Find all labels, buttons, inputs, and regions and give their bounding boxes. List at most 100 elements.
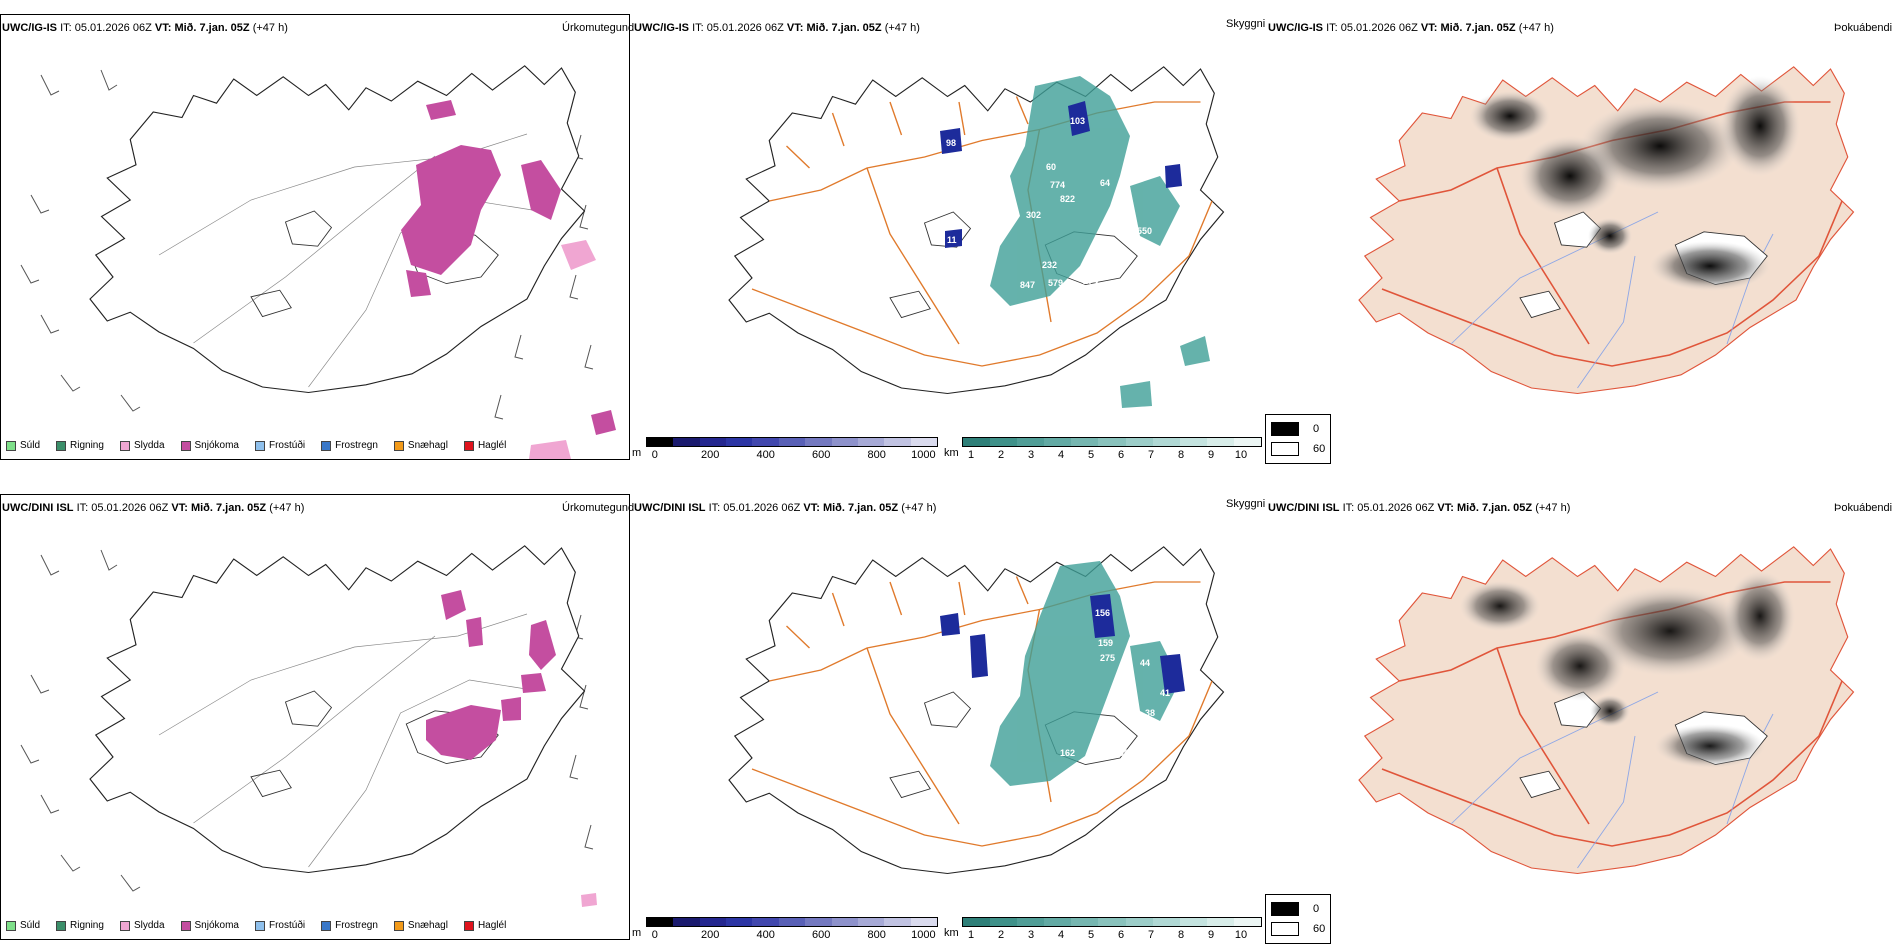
swatch <box>463 440 474 451</box>
colorbar-km: km 1 2 3 4 5 6 7 8 9 10 <box>944 917 1262 941</box>
it-value: 05.01.2026 06Z <box>706 22 784 34</box>
vis-value-label: 822 <box>1060 194 1075 204</box>
tick: 6 <box>1117 929 1125 941</box>
precip-legend: Súld Rigning Slydda Snjókoma Frostúði Fr… <box>6 440 516 451</box>
legend-label: Slydda <box>133 440 165 451</box>
swatch <box>393 440 404 451</box>
visibility-map: 98 11 103 154 60 774 822 302 64 550 232 … <box>640 36 1260 436</box>
colorbar-ticks: 1 2 3 4 5 6 7 8 9 10 <box>962 927 1262 941</box>
legend-label: Frostregn <box>335 920 378 931</box>
fog-legend-row: 0 <box>1271 899 1325 919</box>
legend-item: Snæhagl <box>393 920 448 931</box>
model-name: UWC/DINI ISL <box>634 502 706 514</box>
vis-value-label: 774 <box>1050 180 1065 190</box>
fog-legend-row: 60 <box>1271 919 1325 939</box>
row-dini-isl: UWC/DINI ISL IT: 05.01.2026 06Z VT: Mið.… <box>0 480 1900 950</box>
tick: 3 <box>1027 449 1035 461</box>
vt-value: Mið. 7.jan. 05Z <box>174 22 250 34</box>
it-value: 05.01.2026 06Z <box>1340 22 1418 34</box>
legend-label: Haglél <box>477 920 507 931</box>
tick: 2 <box>997 929 1005 941</box>
precip-map-svg <box>20 545 597 907</box>
lead-time: (+47 h) <box>1535 502 1571 514</box>
vis-value-label: 408 <box>1113 256 1128 266</box>
legend-item: Súld <box>6 920 40 931</box>
vis-value-label: 110 <box>945 713 960 723</box>
vis-value-label: 64 <box>1100 178 1110 188</box>
legend-item: Slydda <box>119 920 165 931</box>
it-label: IT: <box>708 502 721 514</box>
visibility-map: 110 156 159 275 32 162 390 384 44 41 38 … <box>640 516 1260 916</box>
swatch <box>393 920 404 931</box>
tick: 3 <box>1027 929 1035 941</box>
vt-value: Mið. 7.jan. 05Z <box>806 22 882 34</box>
vis-value-label: 159 <box>1098 638 1113 648</box>
legend-label: Frostúði <box>268 440 306 451</box>
colorbar-ticks: 1 2 3 4 5 6 7 8 9 10 <box>962 447 1262 461</box>
model-name: UWC/IG-IS <box>2 22 57 34</box>
model-name: UWC/DINI ISL <box>2 502 74 514</box>
visibility-values: 98 11 103 154 60 774 822 302 64 550 232 … <box>946 116 1181 302</box>
precip-panel-title: Úrkomutegund <box>562 502 635 514</box>
colorbar-meters: m 0 200 400 600 800 1000 <box>632 437 938 461</box>
colorbar-km-bar <box>962 437 1262 447</box>
legend-label: 60 <box>1313 443 1326 455</box>
colorbar-ticks: 0 200 400 600 800 1000 <box>646 447 938 461</box>
vis-value-label: 41 <box>1160 688 1170 698</box>
swatch <box>180 440 191 451</box>
tick: 1000 <box>911 449 936 461</box>
vt-value: Mið. 7.jan. 05Z <box>190 502 267 514</box>
vis-value-label: 11 <box>947 235 957 245</box>
low-visibility-areas <box>990 76 1210 408</box>
vt-value: Mið. 7.jan. 05Z <box>822 502 899 514</box>
tick: 0 <box>651 929 658 941</box>
vis-value-label: 44 <box>1140 658 1150 668</box>
legend-label: 0 <box>1313 903 1320 915</box>
it-label: IT: <box>76 502 89 514</box>
fog-map-svg <box>1358 66 1855 395</box>
vt-label: VT: <box>803 502 820 514</box>
it-label: IT: <box>1342 502 1355 514</box>
fog-index-legend: 0 60 <box>1265 894 1332 944</box>
lead-time: (+47 h) <box>884 22 920 34</box>
colorbar-m-bar <box>646 437 938 447</box>
vt-label: VT: <box>171 502 188 514</box>
tick: 1 <box>967 449 975 461</box>
model-name: UWC/DINI ISL <box>1268 502 1340 514</box>
legend-item: Rigning <box>56 440 104 451</box>
tick: 10 <box>1234 449 1248 461</box>
precip-map-svg <box>20 65 616 459</box>
very-low-visibility <box>940 101 1182 248</box>
vis-value-label: 847 <box>1020 280 1035 290</box>
vis-value-label: 60 <box>1046 162 1056 172</box>
it-label: IT: <box>692 22 704 34</box>
model-name: UWC/IG-IS <box>1268 22 1323 34</box>
tick: 1000 <box>911 929 936 941</box>
colorbar-unit: m <box>632 447 642 459</box>
vis-value-label: 550 <box>1137 226 1152 236</box>
tick: 400 <box>756 929 775 941</box>
tick: 600 <box>812 929 831 941</box>
legend-item: Rigning <box>56 920 104 931</box>
tick: 800 <box>867 929 886 941</box>
colorbar-ticks: 0 200 400 600 800 1000 <box>646 927 938 941</box>
vis-value-label: 27 <box>1110 693 1120 703</box>
snow-areas <box>401 100 616 435</box>
legend-label: Haglél <box>477 440 507 451</box>
vt-label: VT: <box>154 22 172 34</box>
legend-item: Snjókoma <box>180 440 239 451</box>
tick: 2 <box>997 449 1005 461</box>
swatch <box>1271 442 1299 456</box>
lead-time: (+47 h) <box>1518 22 1554 34</box>
vis-value-label: 232 <box>1042 260 1057 270</box>
legend-item: Haglél <box>463 440 507 451</box>
vt-value: Mið. 7.jan. 05Z <box>1440 22 1516 34</box>
tick: 7 <box>1147 449 1155 461</box>
tick: 1 <box>967 929 975 941</box>
swatch <box>6 920 16 931</box>
vis-value-label: 32 <box>1130 614 1140 624</box>
header-fog: UWC/DINI ISL IT: 05.01.2026 06Z VT: Mið.… <box>1268 502 1570 515</box>
tick: 200 <box>701 929 720 941</box>
tick: 5 <box>1087 929 1095 941</box>
precip-type-map <box>0 14 630 460</box>
